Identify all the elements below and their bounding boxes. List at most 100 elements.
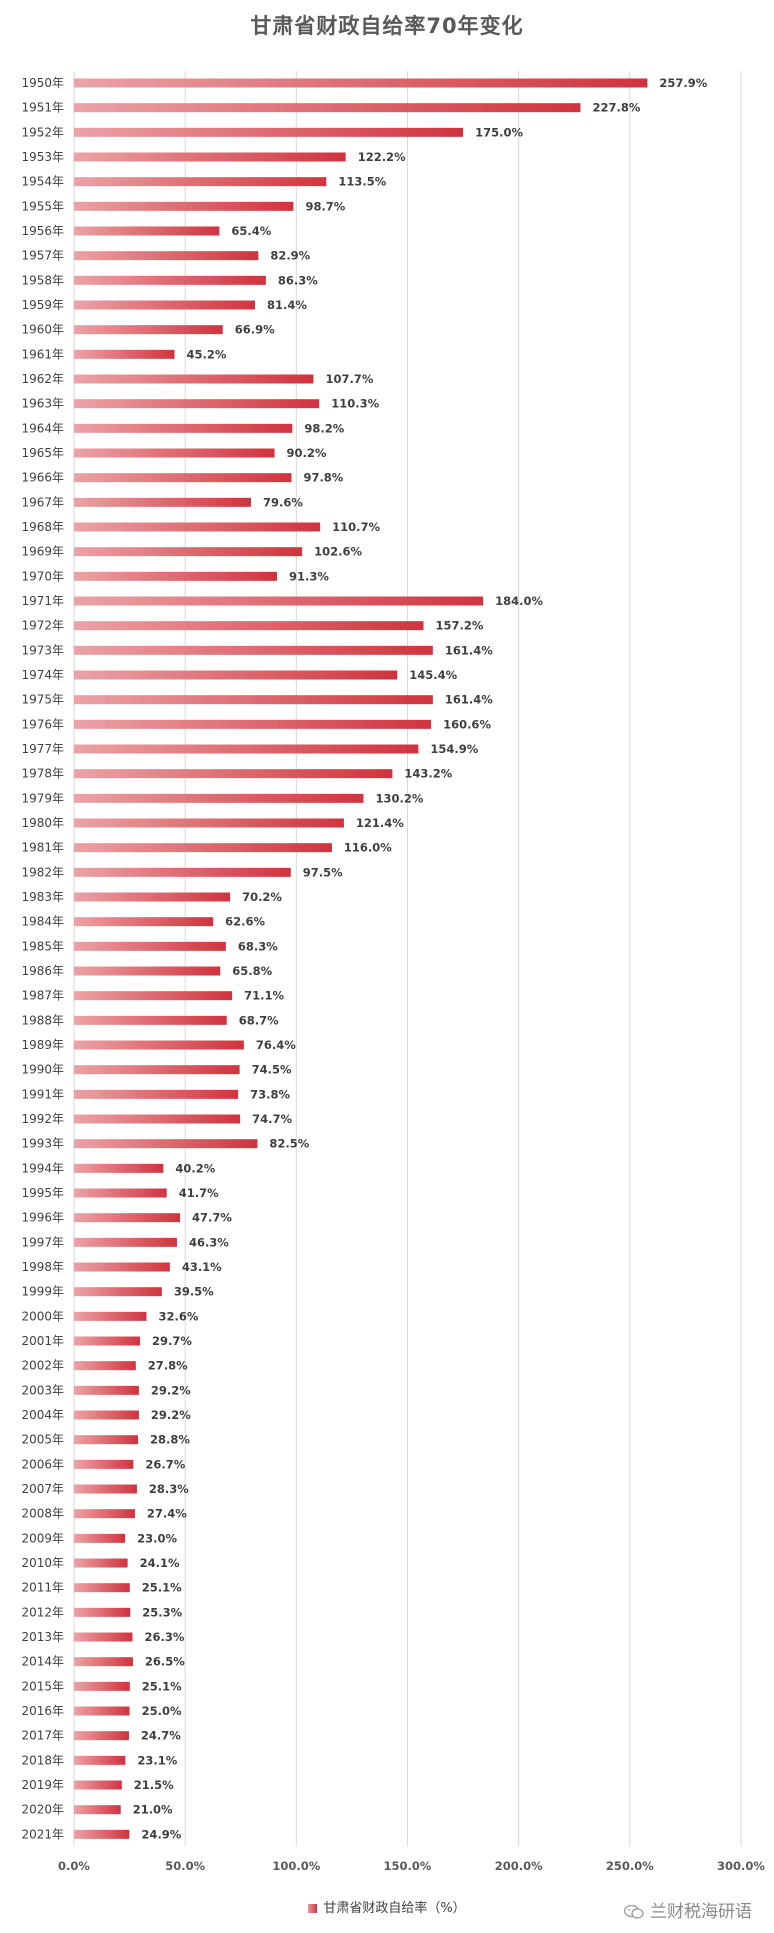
data-label: 102.6% <box>314 545 362 559</box>
bar <box>74 300 255 310</box>
data-label: 71.1% <box>244 989 284 1003</box>
category-label: 1963年 <box>21 397 64 411</box>
category-label: 1986年 <box>21 964 64 978</box>
bar <box>74 1287 162 1297</box>
bar <box>74 226 220 236</box>
bar <box>74 645 433 655</box>
category-label: 1982年 <box>21 865 64 879</box>
category-label: 1994年 <box>21 1161 64 1175</box>
category-label: 1965年 <box>21 446 64 460</box>
data-label: 26.5% <box>145 1655 185 1669</box>
data-label: 130.2% <box>375 791 423 805</box>
data-label: 68.7% <box>239 1013 279 1027</box>
category-label: 1988年 <box>21 1013 64 1027</box>
bar <box>74 1657 133 1667</box>
category-label: 1962年 <box>21 372 64 386</box>
bar <box>74 1632 133 1642</box>
bar <box>74 1755 126 1765</box>
category-label: 2007年 <box>21 1482 64 1496</box>
category-label: 1971年 <box>21 594 64 608</box>
data-label: 65.4% <box>231 224 271 238</box>
bar <box>74 1163 164 1173</box>
bar <box>74 547 303 557</box>
bar <box>74 1188 167 1198</box>
category-label: 1952年 <box>21 125 64 139</box>
bar <box>74 1805 121 1815</box>
bar <box>74 177 327 187</box>
data-label: 68.3% <box>238 939 278 953</box>
data-label: 41.7% <box>179 1186 219 1200</box>
data-label: 143.2% <box>404 767 452 781</box>
data-label: 110.7% <box>332 520 380 534</box>
bar <box>74 1385 139 1395</box>
data-label: 66.9% <box>235 323 275 337</box>
bar <box>74 275 266 285</box>
bar <box>74 1681 130 1691</box>
bar <box>74 843 332 853</box>
category-label: 2001年 <box>21 1334 64 1348</box>
category-label: 1950年 <box>21 76 64 90</box>
data-label: 121.4% <box>356 816 404 830</box>
data-label: 113.5% <box>338 175 386 189</box>
category-label: 1970年 <box>21 569 64 583</box>
category-label: 2011年 <box>21 1581 64 1595</box>
category-label: 2021年 <box>21 1827 64 1841</box>
data-label: 65.8% <box>232 964 272 978</box>
category-label: 2020年 <box>21 1803 64 1817</box>
data-label: 46.3% <box>189 1235 229 1249</box>
data-label: 184.0% <box>495 594 543 608</box>
x-tick-label: 100.0% <box>272 1859 320 1873</box>
data-label: 160.6% <box>443 717 491 731</box>
category-label: 1969年 <box>21 545 64 559</box>
category-label: 1997年 <box>21 1235 64 1249</box>
bar <box>74 1065 240 1075</box>
data-label: 24.9% <box>141 1827 181 1841</box>
data-label: 45.2% <box>186 347 226 361</box>
bar <box>74 941 226 951</box>
data-label: 24.7% <box>141 1729 181 1743</box>
category-label: 1987年 <box>21 989 64 1003</box>
data-label: 25.3% <box>142 1605 182 1619</box>
data-label: 175.0% <box>475 125 523 139</box>
category-label: 1995年 <box>21 1186 64 1200</box>
bar <box>74 1336 141 1346</box>
category-label: 1960年 <box>21 323 64 337</box>
data-label: 23.1% <box>137 1753 177 1767</box>
category-label: 2005年 <box>21 1433 64 1447</box>
category-label: 2014年 <box>21 1655 64 1669</box>
category-label: 1980年 <box>21 816 64 830</box>
bar <box>74 1139 258 1149</box>
bar <box>74 769 393 779</box>
bar <box>74 793 364 803</box>
category-label: 2013年 <box>21 1630 64 1644</box>
category-label: 1951年 <box>21 101 64 115</box>
category-label: 1974年 <box>21 668 64 682</box>
bar <box>74 1114 241 1124</box>
category-label: 1991年 <box>21 1087 64 1101</box>
bar <box>74 78 648 88</box>
data-label: 107.7% <box>325 372 373 386</box>
category-label: 1959年 <box>21 298 64 312</box>
bar <box>74 103 581 113</box>
watermark-text: 兰财税海研语 <box>650 1902 752 1922</box>
bar <box>74 621 424 631</box>
data-label: 90.2% <box>287 446 327 460</box>
category-label: 1993年 <box>21 1137 64 1151</box>
category-label: 1990年 <box>21 1063 64 1077</box>
bar <box>74 1015 227 1025</box>
data-label: 62.6% <box>225 915 265 929</box>
data-label: 74.7% <box>252 1112 292 1126</box>
data-label: 29.2% <box>151 1408 191 1422</box>
category-label: 1998年 <box>21 1260 64 1274</box>
category-label: 2006年 <box>21 1457 64 1471</box>
category-label: 1999年 <box>21 1285 64 1299</box>
category-label: 1972年 <box>21 619 64 633</box>
data-label: 29.2% <box>151 1383 191 1397</box>
category-label: 1961年 <box>21 347 64 361</box>
bar <box>74 473 292 483</box>
bar <box>74 892 231 902</box>
data-label: 161.4% <box>445 693 493 707</box>
data-label: 43.1% <box>182 1260 222 1274</box>
x-tick-label: 50.0% <box>165 1859 205 1873</box>
